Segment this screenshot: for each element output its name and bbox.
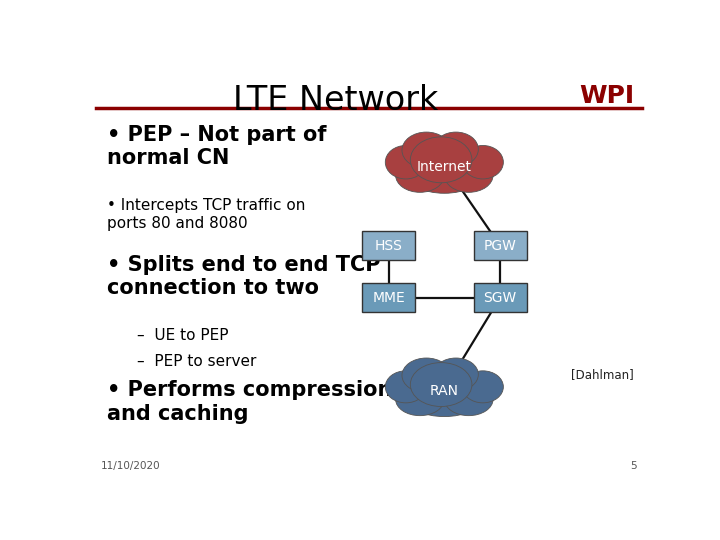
Ellipse shape xyxy=(462,145,503,179)
Text: PGW: PGW xyxy=(484,239,516,253)
Ellipse shape xyxy=(385,371,426,403)
FancyBboxPatch shape xyxy=(474,231,526,260)
Text: RAN: RAN xyxy=(430,384,459,399)
Ellipse shape xyxy=(444,158,493,192)
Ellipse shape xyxy=(402,132,451,168)
Text: 5: 5 xyxy=(630,462,637,471)
Text: Internet: Internet xyxy=(417,160,472,174)
Text: WPI: WPI xyxy=(579,84,634,107)
Ellipse shape xyxy=(395,158,444,192)
Text: • Intercepts TCP traffic on
ports 80 and 8080: • Intercepts TCP traffic on ports 80 and… xyxy=(107,198,305,231)
Ellipse shape xyxy=(402,358,451,393)
FancyBboxPatch shape xyxy=(474,283,526,312)
Ellipse shape xyxy=(410,137,472,183)
Ellipse shape xyxy=(385,145,426,179)
FancyBboxPatch shape xyxy=(362,231,415,260)
Ellipse shape xyxy=(406,153,483,193)
Text: LTE Network: LTE Network xyxy=(233,84,438,117)
Ellipse shape xyxy=(433,132,478,166)
Text: [Dahlman]: [Dahlman] xyxy=(571,368,634,381)
Ellipse shape xyxy=(410,362,472,407)
Ellipse shape xyxy=(433,358,478,391)
Ellipse shape xyxy=(406,378,483,416)
Text: MME: MME xyxy=(372,291,405,305)
Text: 11/10/2020: 11/10/2020 xyxy=(101,462,161,471)
Text: SGW: SGW xyxy=(484,291,517,305)
Text: • Splits end to end TCP
connection to two: • Splits end to end TCP connection to tw… xyxy=(107,255,380,298)
Text: HSS: HSS xyxy=(374,239,402,253)
Ellipse shape xyxy=(444,383,493,416)
Text: –  PEP to server: – PEP to server xyxy=(138,354,257,369)
FancyBboxPatch shape xyxy=(362,283,415,312)
Text: • Performs compression
and caching: • Performs compression and caching xyxy=(107,380,392,423)
Text: • PEP – Not part of
normal CN: • PEP – Not part of normal CN xyxy=(107,125,326,168)
Text: –  UE to PEP: – UE to PEP xyxy=(138,328,229,343)
Ellipse shape xyxy=(395,383,444,416)
Ellipse shape xyxy=(462,371,503,403)
